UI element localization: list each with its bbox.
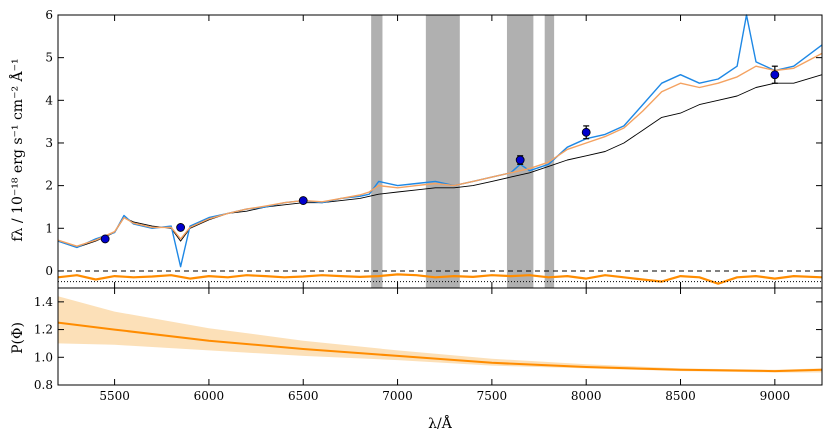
x-tick-label: 6500 [288,389,319,403]
photometry-point [176,223,186,232]
x-tick-label: 8500 [665,389,696,403]
series-residual [57,273,823,285]
p-uncertainty-band [58,296,822,373]
spectrum-panel: 0 1 2 3 4 5 6 fλ / 10⁻¹⁸ erg s⁻¹ cm⁻² Å⁻¹ [8,8,823,289]
x-tick-label: 7000 [382,389,413,403]
spectrum-x-ticks [114,15,776,288]
y-tick-label: 1.2 [34,323,53,337]
p-band [58,296,822,373]
polynomial-panel: 0.8 1.0 1.2 1.4 5500 6000 6500 7000 7500 8000 850… [10,287,823,432]
y-tick-label: 3 [45,136,53,150]
polynomial-panel-frame [57,287,823,386]
y-tick-label: 0.8 [34,378,53,392]
reference-lines [58,270,822,283]
x-tick-label: 8000 [571,389,602,403]
series-observed-spectrum [57,14,823,268]
y-tick-label: 4 [45,93,53,107]
polynomial-y-axis-label: P(Φ) [10,322,26,354]
y-tick-label: 2 [45,179,53,193]
spectrum-y-ticks: 0 1 2 3 4 5 6 [45,8,822,278]
y-tick-label: 6 [45,8,53,22]
polynomial-x-ticks: 5500 6000 6500 7000 7500 8000 8500 9000 [99,288,790,403]
shaded-regions [371,15,555,288]
y-tick-label: 1.4 [34,295,53,309]
y-tick-label: 1 [45,221,53,235]
y-tick-label: 5 [45,51,53,65]
photometry-points [100,65,780,244]
shaded-region-3 [544,15,555,288]
polynomial-y-ticks: 0.8 1.0 1.2 1.4 [34,295,822,392]
x-tick-label: 5500 [99,389,130,403]
x-tick-label: 6000 [194,389,225,403]
photometry-point [298,196,308,205]
x-tick-label: 7500 [477,389,508,403]
photometry-point [515,155,525,165]
y-tick-label: 1.0 [34,350,53,364]
photometry-point [581,127,591,137]
p-line [57,321,823,373]
shaded-region-0 [371,15,383,288]
shaded-region-1 [425,15,460,288]
p-line-path [57,321,823,373]
spectrum-lines [57,14,823,285]
x-axis-label: λ/Å [428,414,453,432]
y-tick-label: 0 [45,264,53,278]
series-fitted-spectrum [57,52,823,247]
photometry-point [770,70,780,80]
photometry-point [100,234,110,244]
shaded-region-2 [506,15,534,288]
spectrum-y-axis-label: fλ / 10⁻¹⁸ erg s⁻¹ cm⁻² Å⁻¹ [8,58,26,241]
x-tick-label: 9000 [760,389,791,403]
